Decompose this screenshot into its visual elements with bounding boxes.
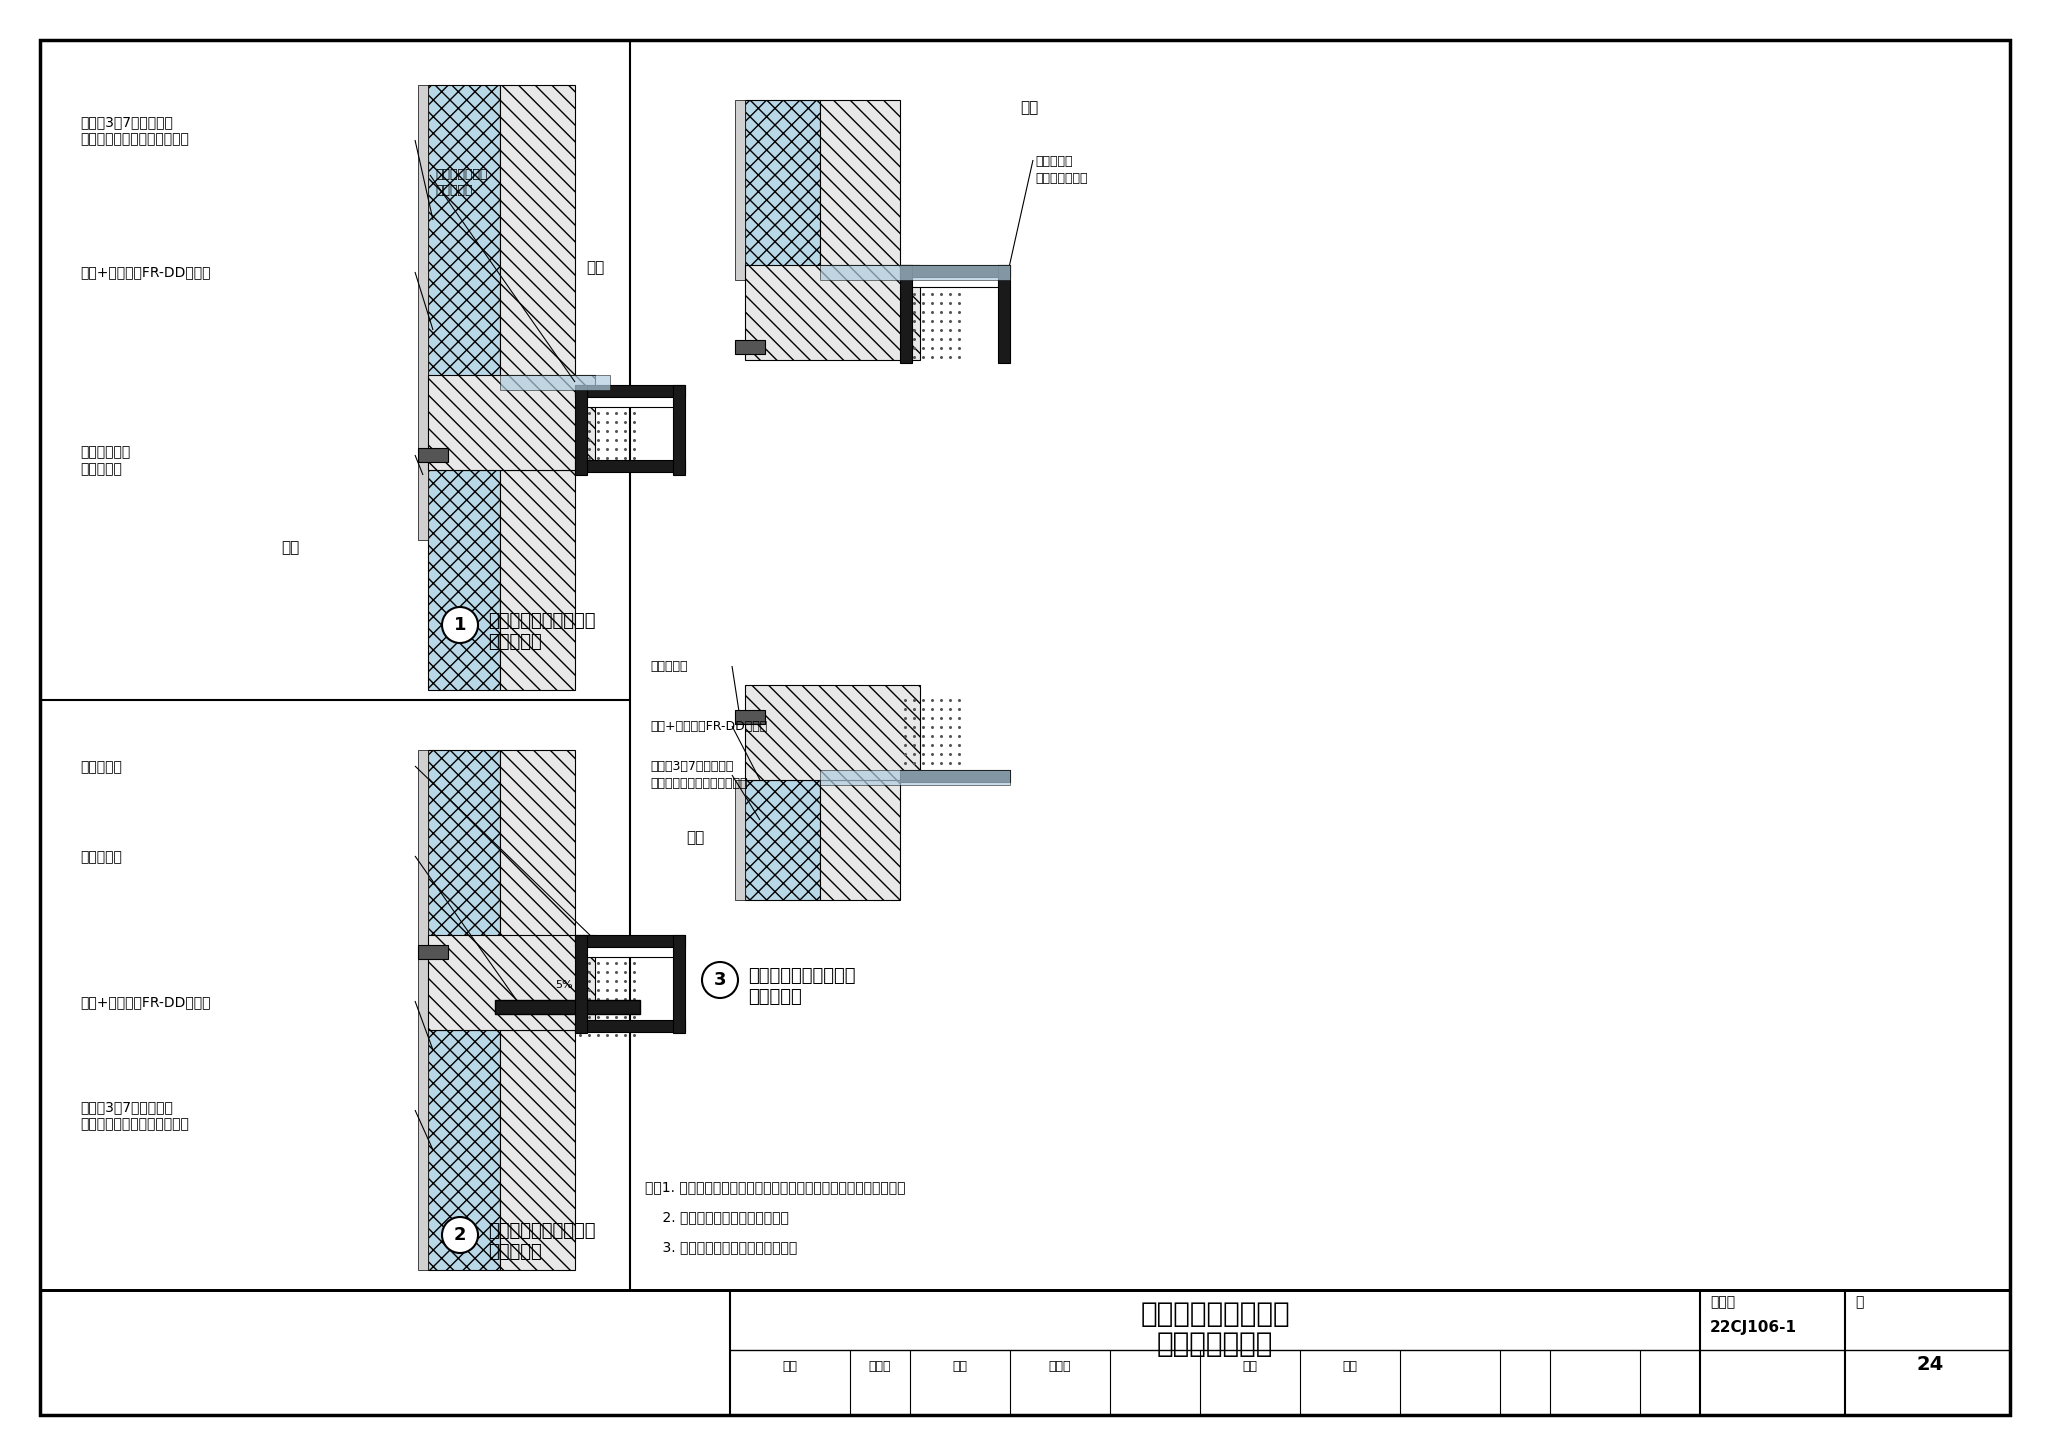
Bar [735,780,745,900]
Text: 成品滴水配件: 成品滴水配件 [80,445,131,460]
Bar [428,935,596,1030]
Text: 室外: 室外 [281,539,299,555]
Bar [500,86,575,390]
Bar [500,750,575,950]
Text: 外保温构造做法: 外保温构造做法 [1157,1330,1274,1359]
Text: 外保温构造: 外保温构造 [748,987,801,1006]
Bar [418,448,449,463]
Text: 设计: 设计 [1243,1360,1257,1373]
Bar [575,935,588,1032]
Text: 图集号: 图集号 [1710,1295,1735,1309]
Bar [819,100,899,280]
Text: 22CJ106-1: 22CJ106-1 [1710,1320,1796,1335]
Bar [428,470,500,690]
Bar [735,339,766,354]
Text: 岩棉薄抹灰外墙窗下口: 岩棉薄抹灰外墙窗下口 [487,1222,596,1240]
Bar [575,386,684,397]
Text: 3. 窗部踩踏构造见具体工程设计。: 3. 窗部踩踏构造见具体工程设计。 [645,1240,797,1254]
Text: 室外: 室外 [686,829,705,845]
Bar [500,1030,575,1270]
Text: （中间压耐碱玻纤网布两层）: （中间压耐碱玻纤网布两层） [80,1116,188,1131]
Text: 外保温构造: 外保温构造 [487,1243,543,1261]
Bar [418,945,449,958]
Bar [745,265,920,360]
Text: 墙面抹3～7厚抹面砂浆: 墙面抹3～7厚抹面砂浆 [649,760,733,773]
Text: 页: 页 [1855,1295,1864,1309]
Bar [745,684,920,780]
Bar [735,100,745,280]
Bar [500,470,575,690]
Bar [575,386,588,476]
Bar [735,710,766,724]
Text: 粘贴+锚栓锚固FR-DD岩棉板: 粘贴+锚栓锚固FR-DD岩棉板 [80,265,211,278]
Text: （中间压耐碱玻纤网布两层）: （中间压耐碱玻纤网布两层） [80,132,188,146]
Text: 张强: 张强 [1343,1360,1358,1373]
Bar [899,265,1010,277]
Text: 密封胶密封: 密封胶密封 [649,660,688,673]
Text: 发泡聚氨酯灌缝: 发泡聚氨酯灌缝 [434,168,487,181]
Bar [496,1000,639,1014]
Bar [428,376,596,470]
Text: 2: 2 [455,1227,467,1244]
Bar [418,750,428,1270]
Bar [674,935,684,1032]
Text: 岩棉薄抹灰外墙窗侧口: 岩棉薄抹灰外墙窗侧口 [748,967,856,985]
Text: 发泡聚氨酯灌缝: 发泡聚氨酯灌缝 [1034,173,1087,186]
Text: 岩棉薄抹灰外墙窗上口: 岩棉薄抹灰外墙窗上口 [487,612,596,629]
Text: 注：1. 饰面中间压耐碱玻纤网布，幕墙时为一层，涂料饰面时两层。: 注：1. 饰面中间压耐碱玻纤网布，幕墙时为一层，涂料饰面时两层。 [645,1180,905,1193]
Text: 沈立文: 沈立文 [868,1360,891,1373]
Bar [819,265,1010,280]
Bar [418,86,428,539]
Bar [575,460,684,473]
Bar [428,750,500,950]
Text: 2. 所有节点构造满足防火要求。: 2. 所有节点构造满足防火要求。 [645,1209,788,1224]
Text: 岩棉薄抹灰外墙窗口: 岩棉薄抹灰外墙窗口 [1141,1301,1290,1328]
Bar [500,376,610,390]
Bar [580,397,680,407]
Bar [819,780,899,900]
Bar [428,86,500,390]
Text: 密封胶密封: 密封胶密封 [1034,155,1073,168]
Bar [819,770,1010,784]
Text: 外保温构造: 外保温构造 [487,634,543,651]
Text: 5%: 5% [555,980,573,990]
Text: 密封胶密封: 密封胶密封 [434,184,473,197]
Bar [575,1019,684,1032]
Bar [575,935,684,947]
Bar [745,780,819,900]
Text: 密封胶密封: 密封胶密封 [80,760,123,774]
Text: 吕大鹏: 吕大鹏 [1049,1360,1071,1373]
Bar [580,947,680,957]
Circle shape [702,961,737,998]
Bar [905,277,1006,287]
Text: 24: 24 [1917,1354,1944,1375]
Text: 1: 1 [455,616,467,634]
Text: 审核: 审核 [782,1360,797,1373]
Text: （中间压耐碱玻纤网布两层）: （中间压耐碱玻纤网布两层） [649,777,748,790]
Circle shape [442,1217,477,1253]
Text: 密封胶密封: 密封胶密封 [80,463,123,476]
Bar [674,386,684,476]
Bar [428,1030,500,1270]
Text: 墙面抹3～7厚抹面砂浆: 墙面抹3～7厚抹面砂浆 [80,1101,172,1114]
Text: 粘贴+锚栓锚固FR-DD岩棉板: 粘贴+锚栓锚固FR-DD岩棉板 [649,721,768,734]
Text: 金属窗台板: 金属窗台板 [80,850,123,864]
Text: 室内: 室内 [1020,100,1038,115]
Bar [997,265,1010,362]
Text: 3: 3 [715,972,727,989]
Circle shape [442,608,477,642]
Bar [899,770,1010,782]
Text: 室内: 室内 [586,260,604,276]
Bar [899,265,911,362]
Text: 粘贴+锚栓锚固FR-DD岩棉板: 粘贴+锚栓锚固FR-DD岩棉板 [80,995,211,1009]
Text: 校对: 校对 [952,1360,967,1373]
Text: 墙面抹3～7厚抹面砂浆: 墙面抹3～7厚抹面砂浆 [80,115,172,129]
Bar [745,100,819,280]
